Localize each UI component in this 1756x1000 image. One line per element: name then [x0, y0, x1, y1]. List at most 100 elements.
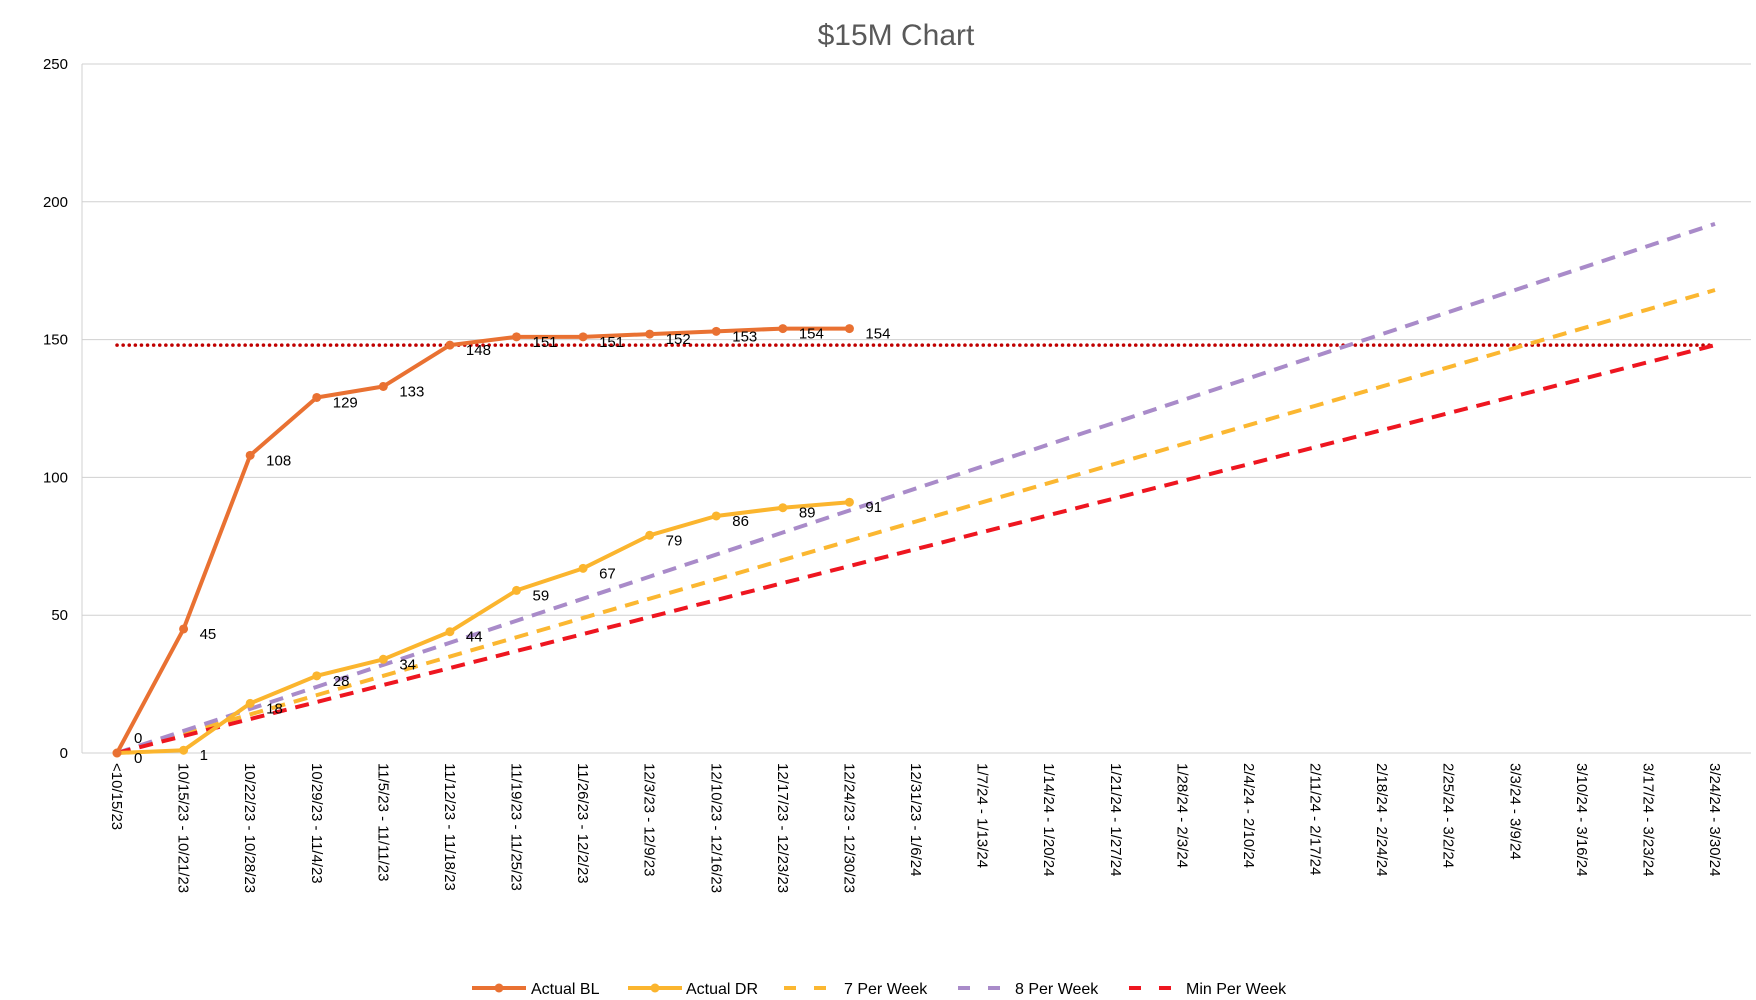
x-tick-label: 11/19/23 - 11/25/23	[508, 763, 525, 891]
data-point-actual-dr	[645, 530, 655, 540]
x-tick-label: 10/22/23 - 10/28/23	[241, 763, 258, 893]
x-tick-label: 12/17/23 - 12/23/23	[774, 763, 791, 893]
data-point-actual-dr	[778, 503, 788, 513]
data-label-actual-dr: 0	[134, 750, 142, 767]
data-point-actual-bl	[711, 326, 721, 336]
data-label-actual-bl: 154	[799, 326, 824, 343]
data-point-actual-dr	[512, 585, 521, 595]
data-label-actual-bl: 151	[599, 334, 624, 351]
data-labels: 0 1 18 28 34 44 59 67 79 86 89 91 0 45 108 129 133 148 151…	[134, 326, 890, 767]
data-point-actual-dr	[312, 671, 322, 681]
data-label-actual-bl: 45	[200, 626, 217, 643]
data-label-actual-bl: 148	[466, 342, 491, 359]
data-point-actual-dr	[711, 511, 721, 521]
data-point-actual-bl	[445, 340, 455, 350]
x-tick-label: 3/24/24 - 3/30/24	[1706, 763, 1723, 876]
data-label-actual-bl: 151	[533, 334, 558, 351]
series-line-actual-dr	[116, 500, 850, 755]
data-point-actual-dr	[378, 654, 388, 664]
data-label-actual-dr: 67	[599, 565, 616, 582]
chart-title: $15M Chart	[818, 19, 975, 52]
legend-item-actual-dr: Actual DR	[628, 981, 758, 998]
data-point-actual-bl	[512, 332, 521, 342]
series-line-actual-bl	[115, 326, 850, 754]
x-axis: <10/15/23 10/15/23 - 10/21/23 10/22/23 - 1…	[108, 763, 1723, 893]
x-tick-label: 12/31/23 - 1/6/24	[907, 763, 924, 876]
legend-item-min-per-week: Min Per Week	[1129, 981, 1287, 998]
data-label-actual-dr: 34	[399, 656, 416, 673]
data-label-actual-bl: 0	[134, 730, 142, 747]
x-tick-label: 10/15/23 - 10/21/23	[175, 763, 192, 893]
data-point-actual-bl	[179, 624, 189, 634]
data-label-actual-bl: 153	[732, 328, 757, 345]
x-tick-label: 12/3/23 - 12/9/23	[641, 763, 658, 876]
x-tick-label: 2/25/24 - 3/2/24	[1440, 763, 1457, 868]
data-point-actual-dr	[245, 698, 255, 708]
data-label-actual-dr: 1	[200, 747, 208, 764]
x-tick-label: 11/26/23 - 12/2/23	[574, 763, 591, 884]
x-tick-label: 1/28/24 - 2/3/24	[1173, 763, 1190, 868]
data-point-actual-dr	[445, 627, 455, 637]
legend: Actual BL Actual DR 7 Per Week 8 Per Week Mi…	[472, 981, 1287, 998]
legend-label-min-per-week: Min Per Week	[1186, 981, 1287, 998]
x-tick-label: 11/5/23 - 11/11/23	[374, 763, 391, 881]
y-tick-label: 150	[43, 332, 68, 349]
data-label-actual-bl: 108	[266, 452, 291, 469]
series-line-8-per-week	[116, 221, 1716, 755]
legend-item-7-per-week: 7 Per Week	[784, 981, 928, 998]
data-label-actual-dr: 91	[865, 499, 882, 516]
data-label-actual-dr: 59	[533, 587, 550, 604]
x-tick-label: 11/12/23 - 11/18/23	[441, 763, 458, 891]
data-label-actual-dr: 79	[666, 532, 683, 549]
x-tick-label: 2/11/24 - 2/17/24	[1307, 763, 1324, 875]
x-tick-label: 1/14/24 - 1/20/24	[1040, 763, 1057, 876]
y-axis: 0 50 100 150 200 250	[43, 56, 83, 762]
x-tick-label: 1/21/24 - 1/27/24	[1107, 763, 1124, 876]
legend-item-actual-bl: Actual BL	[472, 981, 600, 998]
data-point-actual-bl	[378, 381, 388, 391]
data-label-actual-bl: 154	[865, 326, 890, 343]
data-label-actual-dr: 86	[732, 513, 749, 530]
data-label-actual-dr: 18	[266, 700, 283, 717]
legend-label-actual-bl: Actual BL	[531, 981, 600, 998]
y-tick-label: 50	[51, 607, 68, 624]
x-tick-label: 2/18/24 - 2/24/24	[1373, 763, 1390, 876]
x-tick-label: 12/24/23 - 12/30/23	[840, 763, 857, 893]
data-point-actual-bl	[312, 392, 322, 402]
x-tick-label: 3/3/24 - 3/9/24	[1506, 763, 1523, 860]
data-point-actual-bl	[245, 450, 255, 460]
x-tick-label: <10/15/23	[108, 763, 125, 830]
legend-label-8-per-week: 8 Per Week	[1015, 981, 1099, 998]
y-tick-label: 250	[43, 56, 68, 73]
data-label-actual-bl: 129	[333, 394, 358, 411]
legend-marker-actual-bl	[494, 983, 504, 993]
x-tick-label: 12/10/23 - 12/16/23	[707, 763, 724, 893]
x-tick-label: 2/4/24 - 2/10/24	[1240, 763, 1257, 868]
y-tick-label: 0	[60, 745, 68, 762]
data-point-actual-bl	[844, 324, 854, 334]
data-point-actual-bl	[645, 329, 655, 339]
data-point-actual-dr	[578, 563, 588, 573]
x-tick-label: 1/7/24 - 1/13/24	[974, 763, 991, 868]
series-line-7-per-week	[116, 288, 1716, 755]
data-point-actual-bl	[578, 332, 588, 342]
data-point-actual-dr	[179, 745, 189, 755]
x-tick-label: 3/17/24 - 3/23/24	[1639, 763, 1656, 876]
data-label-actual-bl: 133	[399, 383, 424, 400]
legend-label-actual-dr: Actual DR	[686, 981, 758, 998]
data-point-actual-bl	[112, 748, 122, 758]
legend-marker-actual-dr	[650, 983, 660, 993]
data-label-actual-dr: 44	[466, 629, 483, 646]
data-label-actual-dr: 28	[333, 673, 350, 690]
legend-label-7-per-week: 7 Per Week	[844, 981, 928, 998]
y-tick-label: 200	[43, 194, 68, 211]
data-label-actual-bl: 152	[666, 331, 691, 348]
x-tick-label: 3/10/24 - 3/16/24	[1573, 763, 1590, 876]
x-tick-label: 10/29/23 - 11/4/23	[308, 763, 325, 884]
data-point-actual-dr	[844, 497, 854, 507]
legend-item-8-per-week: 8 Per Week	[958, 981, 1099, 998]
data-point-actual-bl	[778, 324, 788, 334]
data-label-actual-dr: 89	[799, 505, 816, 522]
series-group	[112, 221, 1717, 758]
